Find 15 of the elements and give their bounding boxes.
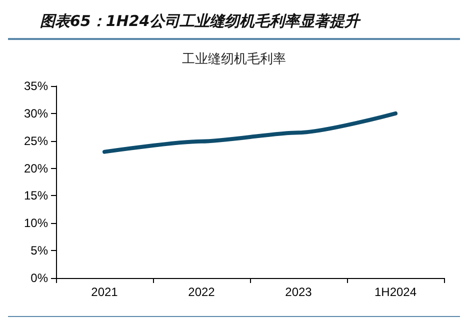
y-tick-label: 20% bbox=[24, 161, 48, 176]
y-tick-label: 25% bbox=[24, 134, 48, 148]
x-tick-label: 2023 bbox=[285, 285, 312, 299]
y-tick-label: 5% bbox=[30, 244, 48, 258]
y-tick-label: 30% bbox=[24, 106, 48, 120]
y-tick-label: 15% bbox=[24, 188, 48, 203]
y-tick-label: 10% bbox=[24, 216, 48, 230]
chart-title: 图表65：1H24公司工业缝纫机毛利率显著提升 bbox=[39, 11, 362, 32]
y-tick-label: 35% bbox=[24, 79, 48, 93]
chart-subtitle: 工业缝纫机毛利率 bbox=[182, 51, 286, 67]
y-tick-label: 0% bbox=[30, 271, 48, 285]
x-tick-label: 1H2024 bbox=[374, 285, 417, 299]
x-tick-label: 2021 bbox=[91, 285, 118, 299]
line-series bbox=[102, 111, 398, 154]
x-tick-label: 2022 bbox=[188, 285, 216, 299]
